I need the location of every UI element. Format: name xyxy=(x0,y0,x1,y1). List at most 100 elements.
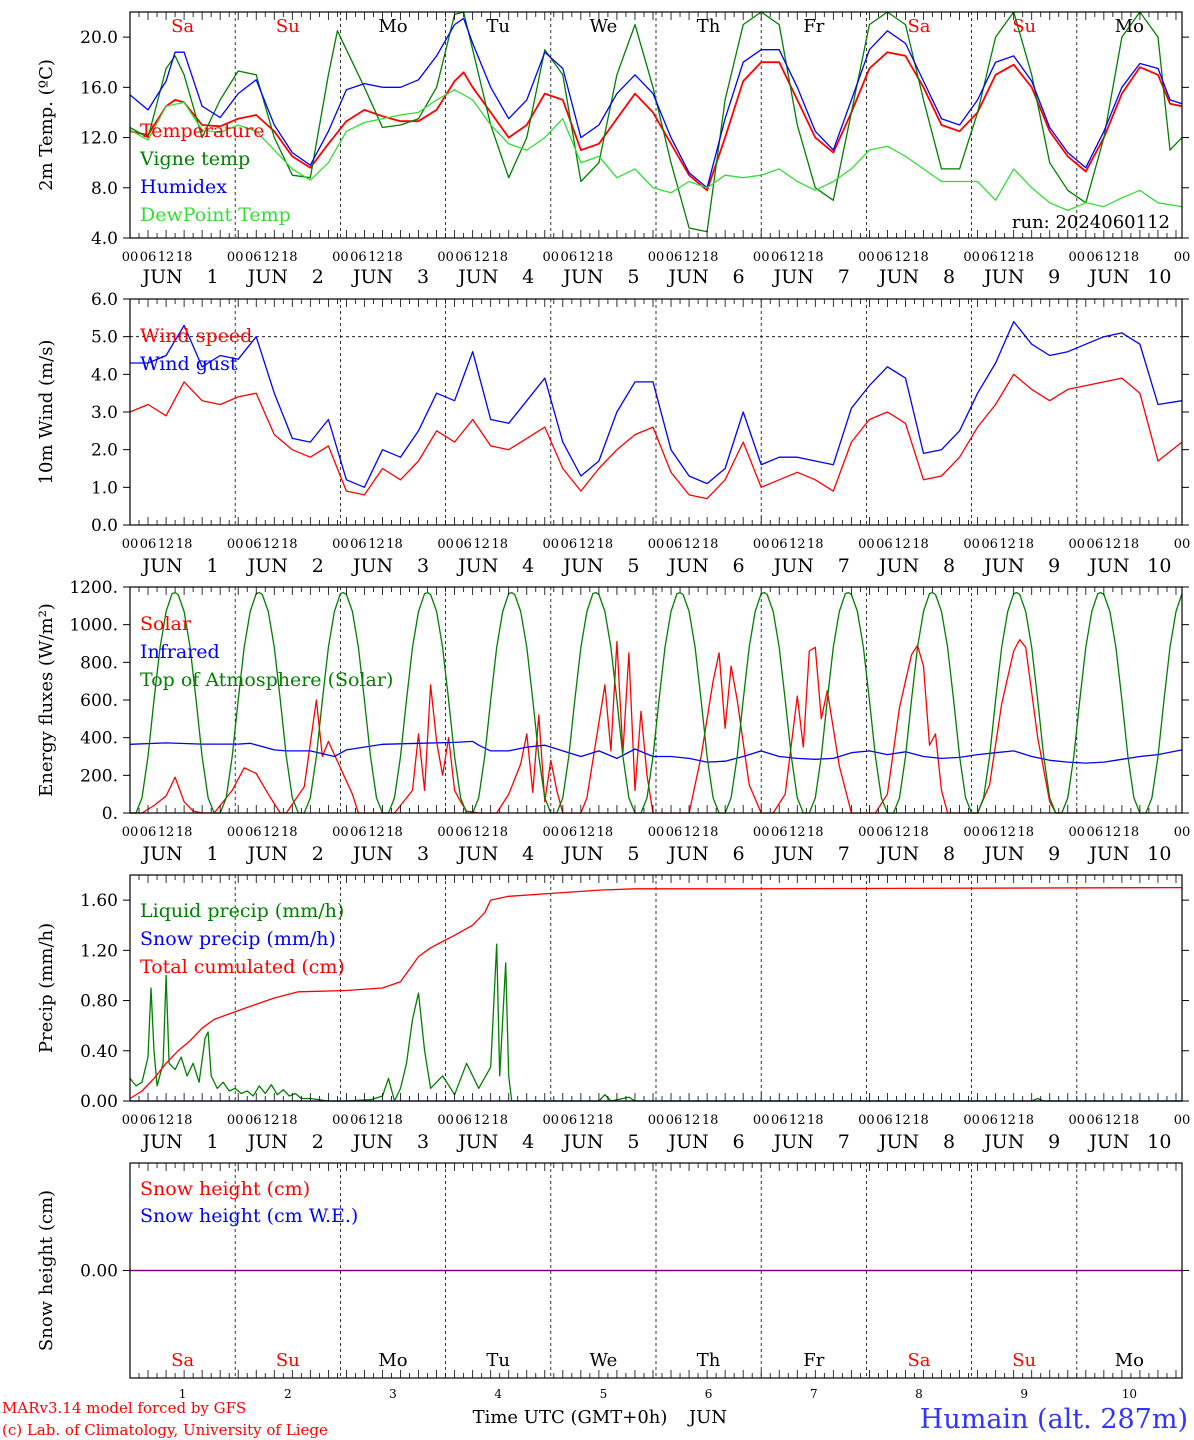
hour-tick-label: 18 xyxy=(281,250,298,265)
hour-tick-label: 12 xyxy=(894,250,911,265)
hour-tick-label: 18 xyxy=(912,1113,929,1128)
day-name-label: Mo xyxy=(1115,1350,1144,1371)
hour-tick-label: 00 xyxy=(753,825,770,840)
hour-tick-label: 00 xyxy=(1069,1113,1086,1128)
month-label: JUN xyxy=(982,1131,1024,1153)
legend-entry: Infrared xyxy=(140,641,220,663)
y-tick-label: 3.0 xyxy=(91,403,118,423)
series-line-1-0 xyxy=(129,373,1183,500)
hour-tick-label: 00 xyxy=(858,537,875,552)
footer-lab-credit: (c) Lab. of Climatology, University of L… xyxy=(2,1421,328,1439)
panel-frame xyxy=(129,11,1183,239)
series-line-0-2 xyxy=(129,17,1183,189)
month-label: JUN xyxy=(351,555,393,577)
month-label: JUN xyxy=(772,1131,814,1153)
hour-tick-label: 12 xyxy=(368,1113,385,1128)
hour-tick-label: 12 xyxy=(473,250,490,265)
hour-tick-label: 00 xyxy=(1069,825,1086,840)
hour-tick-label: 12 xyxy=(999,1113,1016,1128)
legend-entry: Humidex xyxy=(140,176,227,198)
month-label: JUN xyxy=(246,843,288,865)
hour-tick-label: 12 xyxy=(158,250,175,265)
date-label: 5 xyxy=(627,843,639,865)
series-line-2-2 xyxy=(130,591,1183,814)
date-label: 7 xyxy=(838,266,850,288)
hour-tick-label: 12 xyxy=(999,825,1016,840)
series-line-0-3 xyxy=(129,89,1183,212)
date-label: 5 xyxy=(627,555,639,577)
date-label: 8 xyxy=(915,1387,923,1401)
hour-tick-label: 06 xyxy=(876,537,893,552)
date-label: 3 xyxy=(417,1131,429,1153)
hour-tick-label: 18 xyxy=(912,825,929,840)
hour-tick-label: 06 xyxy=(350,1113,367,1128)
legend-entry: Top of Atmosphere (Solar) xyxy=(140,669,393,691)
hour-tick-label: 00 xyxy=(648,250,665,265)
hour-tick-label: 18 xyxy=(176,1113,193,1128)
day-name-label: Sa xyxy=(171,1350,194,1371)
month-label: JUN xyxy=(666,843,708,865)
hour-tick-label: 06 xyxy=(561,537,578,552)
month-label: JUN xyxy=(456,843,498,865)
hour-tick-label: 06 xyxy=(981,1113,998,1128)
y-tick-label: 0. xyxy=(102,804,118,824)
hour-tick-label: 18 xyxy=(281,825,298,840)
hour-tick-label: 18 xyxy=(386,250,403,265)
y-tick-label: 4.0 xyxy=(91,229,118,249)
hour-tick-label: 18 xyxy=(386,825,403,840)
hour-tick-label: 06 xyxy=(561,250,578,265)
hour-tick-label: 12 xyxy=(579,825,596,840)
hour-tick-label: 12 xyxy=(894,1113,911,1128)
hour-tick-label: 06 xyxy=(455,1113,472,1128)
month-label: JUN xyxy=(982,555,1024,577)
hour-tick-label: 06 xyxy=(771,537,788,552)
hour-tick-label: 00 xyxy=(227,537,244,552)
hour-tick-label: 12 xyxy=(1105,825,1122,840)
hour-tick-label: 18 xyxy=(491,825,508,840)
hour-tick-label: 18 xyxy=(807,825,824,840)
day-name-label: Mo xyxy=(1115,16,1144,37)
date-label: 8 xyxy=(943,266,955,288)
date-label: 8 xyxy=(943,555,955,577)
date-label: 2 xyxy=(312,1131,324,1153)
y-axis-title: 2m Temp. (ºC) xyxy=(36,59,57,191)
date-label: 10 xyxy=(1147,1131,1171,1153)
hour-tick-label: 00 xyxy=(227,250,244,265)
hour-tick-label: 00 xyxy=(122,1113,139,1128)
day-name-label: Sa xyxy=(907,1350,930,1371)
hour-tick-label: 12 xyxy=(368,250,385,265)
hour-tick-label: 06 xyxy=(666,1113,683,1128)
hour-tick-label: 00 xyxy=(648,537,665,552)
legend-entry: Snow height (cm) xyxy=(140,1178,310,1200)
date-label: 9 xyxy=(1048,843,1060,865)
hour-tick-label: 00 xyxy=(122,537,139,552)
date-label: 6 xyxy=(733,1131,745,1153)
y-axis-title: Precip (mm/h) xyxy=(36,923,57,1053)
hour-tick-label: 18 xyxy=(1017,250,1034,265)
y-tick-label: 1000. xyxy=(69,616,118,636)
hour-tick-label: 06 xyxy=(876,250,893,265)
hour-tick-label: 00 xyxy=(753,250,770,265)
hour-tick-label: 00 xyxy=(648,1113,665,1128)
hour-tick-label: 00 xyxy=(543,250,560,265)
hour-tick-label: 00 xyxy=(963,250,980,265)
y-tick-label: 1200. xyxy=(69,578,118,598)
date-label: 3 xyxy=(417,555,429,577)
hour-tick-label: 18 xyxy=(807,1113,824,1128)
month-label: JUN xyxy=(561,266,603,288)
hour-tick-label: 18 xyxy=(1017,537,1034,552)
hour-tick-label: 00 xyxy=(543,1113,560,1128)
month-label: JUN xyxy=(140,555,182,577)
date-label: 2 xyxy=(284,1387,292,1401)
hour-tick-label: 06 xyxy=(245,825,262,840)
hour-tick-label: 06 xyxy=(666,250,683,265)
date-label: 6 xyxy=(733,843,745,865)
hour-tick-label: 12 xyxy=(684,537,701,552)
hour-tick-label: 18 xyxy=(176,250,193,265)
month-label: JUN xyxy=(351,266,393,288)
date-label: 7 xyxy=(810,1387,818,1401)
month-label: JUN xyxy=(140,1131,182,1153)
hour-tick-label: 00 xyxy=(858,825,875,840)
hour-tick-label: 00 xyxy=(858,1113,875,1128)
